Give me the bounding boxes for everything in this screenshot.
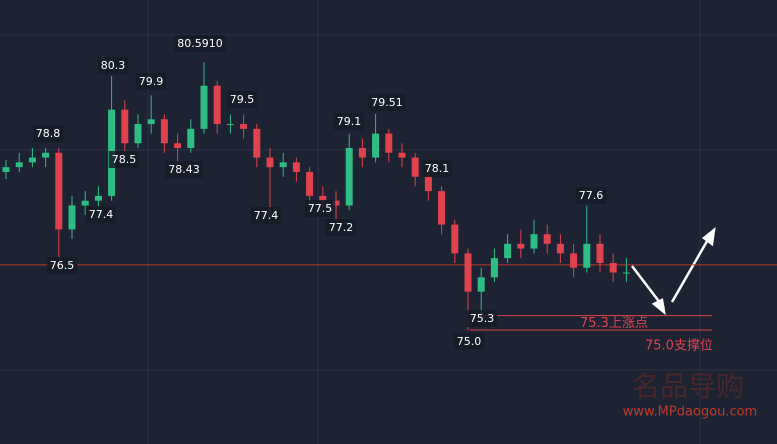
price-label-bg (304, 200, 336, 217)
candle-body (504, 243, 512, 259)
candle-body (226, 124, 234, 126)
candle-body (147, 119, 155, 125)
candle-body (68, 205, 76, 230)
price-label-bg (46, 257, 78, 274)
candle-body (42, 152, 50, 158)
price-label-bg (250, 207, 282, 224)
candle-body (292, 162, 300, 172)
watermark-url: www.MPdaogou.com (623, 405, 757, 420)
price-label-bg (174, 35, 226, 52)
candle-body (517, 243, 525, 249)
price-label: 78.43 (168, 163, 200, 176)
candle-body (253, 128, 261, 158)
price-label: 77.6 (579, 189, 604, 202)
price-label: 79.1 (337, 115, 362, 128)
price-label-bg (325, 219, 357, 236)
price-label-bg (32, 125, 64, 142)
candle-body (385, 133, 393, 153)
candle-body (81, 200, 89, 206)
candle-body (134, 124, 142, 144)
price-label: 79.5 (230, 93, 255, 106)
price-label: 77.2 (329, 221, 354, 234)
candle-body (15, 162, 23, 168)
price-label-bg (421, 160, 453, 177)
price-label: 78.8 (36, 127, 61, 140)
price-label-bg (333, 113, 365, 130)
price-label: 77.4 (89, 208, 114, 221)
price-label-bg (165, 161, 203, 178)
candle-body (55, 152, 63, 230)
candle-body (266, 157, 274, 168)
candle-body (187, 128, 195, 148)
price-label: 80.5910 (177, 37, 223, 50)
candle-body (424, 176, 432, 192)
price-label-bg (85, 206, 117, 223)
candle-body (490, 258, 498, 278)
price-label: 78.1 (425, 162, 450, 175)
candle-body (477, 277, 485, 292)
candle-body (583, 243, 591, 268)
candle-body (372, 133, 380, 158)
price-label: 80.3 (101, 59, 126, 72)
arrowhead (701, 227, 716, 247)
candle-body (622, 272, 630, 274)
candle-body (200, 85, 208, 129)
candle-body (530, 234, 538, 249)
candle-body (174, 143, 182, 148)
candle-body (596, 243, 604, 263)
arrow-up (670, 235, 712, 303)
price-label: 77.4 (254, 209, 279, 222)
price-label: 75.3 (470, 312, 495, 325)
price-label-bg (368, 94, 406, 111)
candle-body (543, 234, 551, 244)
price-label-bg (108, 151, 140, 168)
watermark-logo: 名品导购 (632, 370, 744, 403)
price-label-bg (226, 91, 258, 108)
price-label-bg (97, 57, 129, 74)
candle-body (240, 124, 248, 129)
candle-body (319, 195, 327, 201)
arrows (631, 227, 716, 316)
candle-body (279, 162, 287, 168)
price-label-bg (453, 333, 485, 350)
price-label: 76.5 (50, 259, 75, 272)
price-label: 79.51 (371, 96, 403, 109)
price-label-bg (466, 310, 498, 327)
price-label: 77.5 (308, 202, 333, 215)
candle-body (160, 119, 168, 144)
candle-body (438, 191, 446, 225)
candle-body (306, 171, 314, 196)
candle-body (609, 262, 617, 273)
candle-body (2, 167, 10, 172)
price-label: 78.5 (112, 153, 137, 166)
candle-body (345, 148, 353, 206)
price-label-bg (575, 187, 607, 204)
candle-body (556, 243, 564, 254)
candle-body (121, 109, 129, 144)
candle-body (411, 157, 419, 177)
candle-body (451, 224, 459, 254)
candle-body (213, 85, 221, 125)
candle-body (332, 200, 340, 206)
arrowhead (651, 298, 666, 316)
price-label: 79.9 (139, 75, 164, 88)
candle-body (358, 148, 366, 158)
candle-body (464, 253, 472, 292)
level-label: 75.3上涨点 (580, 316, 648, 331)
level-label: 75.0支撑位 (645, 339, 713, 354)
candle-body (570, 253, 578, 268)
candle-body (94, 195, 102, 201)
price-label-bg (135, 73, 167, 90)
price-label: 75.0 (457, 335, 482, 348)
candle-body (398, 152, 406, 158)
candle-body (28, 157, 36, 163)
